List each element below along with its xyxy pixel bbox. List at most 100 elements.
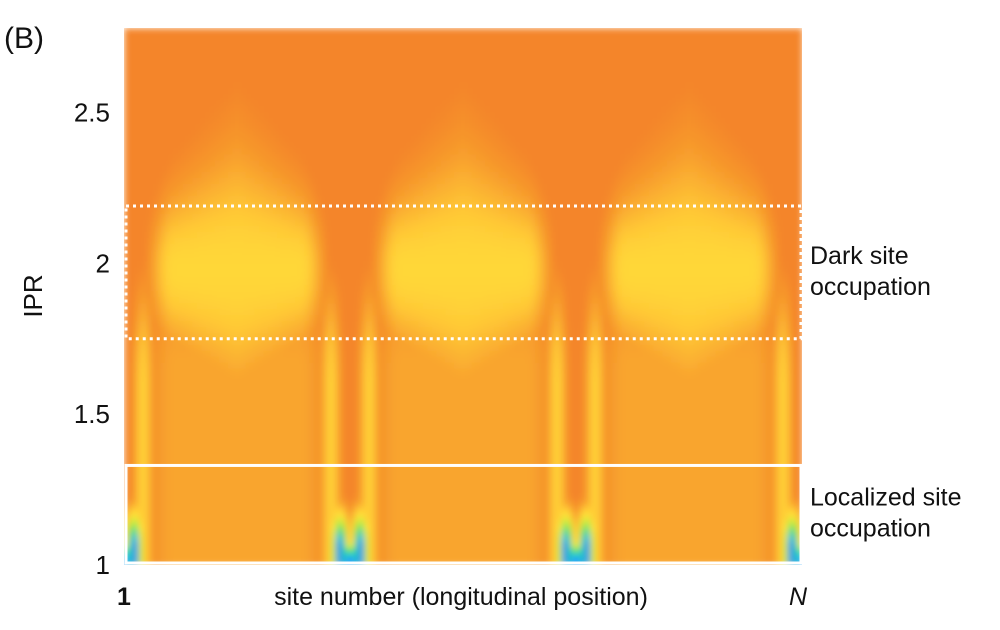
heat-cell [227, 421, 234, 429]
heat-cell [164, 463, 170, 471]
heat-cell [304, 493, 311, 501]
heat-cell [137, 523, 143, 530]
heat-cell [241, 457, 247, 465]
heat-cell [309, 451, 315, 459]
heat-cell [246, 386, 252, 393]
heat-cell [318, 320, 324, 328]
heat-cell [173, 338, 180, 346]
heat-cell [300, 374, 306, 381]
heat-cell [191, 517, 198, 525]
heat-cell [133, 39, 139, 47]
heat-cell [363, 99, 369, 107]
heat-cell [155, 493, 161, 501]
heat-cell [309, 278, 315, 286]
heat-cell [128, 224, 134, 232]
heat-cell [318, 147, 324, 155]
heat-cell [214, 374, 220, 381]
heat-cell [128, 218, 134, 226]
heat-cell [286, 87, 293, 95]
heat-cell [169, 391, 175, 399]
heat-cell [182, 75, 189, 83]
heat-cell [124, 93, 130, 101]
heat-cell [322, 248, 329, 256]
heat-cell [327, 195, 333, 202]
heat-cell [146, 457, 152, 465]
heat-cell [304, 350, 311, 357]
heat-cell [250, 475, 256, 483]
heat-cell [295, 230, 302, 238]
heat-cell [363, 374, 369, 381]
heat-cell [142, 260, 148, 268]
heat-cell [340, 487, 347, 495]
heat-cell [169, 469, 175, 477]
heat-cell [214, 439, 220, 447]
heat-cell [200, 409, 207, 417]
heat-cell [304, 547, 311, 554]
heat-cell [178, 272, 184, 280]
heat-cell [350, 481, 356, 489]
heat-cell [368, 457, 374, 465]
heat-cell [200, 415, 207, 423]
heat-cell [340, 302, 347, 310]
heat-cell [363, 481, 369, 489]
heat-cell [331, 93, 338, 101]
heat-cell [164, 380, 170, 387]
heat-cell [205, 135, 211, 143]
heat-cell [227, 57, 234, 65]
heat-cell [178, 481, 184, 489]
heat-cell [227, 207, 234, 214]
heat-cell [282, 481, 288, 489]
heat-cell [286, 374, 293, 381]
heat-cell [191, 439, 198, 447]
heat-cell [187, 290, 193, 298]
heat-cell [304, 81, 311, 89]
heat-cell [295, 195, 302, 202]
heat-cell [327, 63, 333, 71]
heat-cell [259, 278, 265, 286]
heat-cell [200, 212, 207, 220]
heat-cell [250, 195, 256, 202]
heat-cell [359, 469, 365, 477]
heat-cell [295, 338, 302, 346]
heat-cell [363, 123, 369, 131]
heat-cell [218, 463, 225, 471]
heat-cell [237, 493, 243, 501]
heat-cell [205, 99, 211, 107]
heat-cell [232, 529, 238, 536]
heat-cell [187, 505, 193, 513]
heat-cell [200, 356, 207, 363]
heat-cell [295, 439, 302, 447]
heat-cell [322, 469, 329, 477]
heat-cell [155, 57, 161, 65]
heat-cell [223, 386, 229, 393]
heat-cell [345, 505, 351, 513]
heat-cell [273, 39, 279, 47]
heat-cell [340, 183, 347, 190]
heat-cell [142, 350, 148, 357]
heat-cell [331, 320, 338, 328]
heat-cell [133, 344, 139, 351]
heat-cell [318, 397, 324, 405]
heat-cell [155, 421, 161, 429]
heat-cell [246, 505, 252, 513]
heat-cell [196, 499, 202, 507]
heat-cell [264, 189, 270, 196]
heat-cell [232, 278, 238, 286]
heat-cell [218, 511, 225, 519]
heat-cell [282, 33, 288, 41]
heat-cell [146, 290, 152, 298]
heat-cell [372, 463, 378, 471]
heat-cell [146, 386, 152, 393]
heat-cell [205, 39, 211, 47]
heat-cell [246, 212, 252, 220]
heat-cell [313, 308, 320, 316]
heat-cell [214, 177, 220, 184]
heat-cell [300, 493, 306, 501]
heat-cell [286, 493, 293, 501]
heat-cell [137, 135, 143, 143]
heat-cell [259, 403, 265, 411]
heat-cell [151, 81, 157, 89]
heat-cell [250, 183, 256, 190]
heat-cell [354, 338, 360, 346]
heat-cell [331, 535, 338, 542]
